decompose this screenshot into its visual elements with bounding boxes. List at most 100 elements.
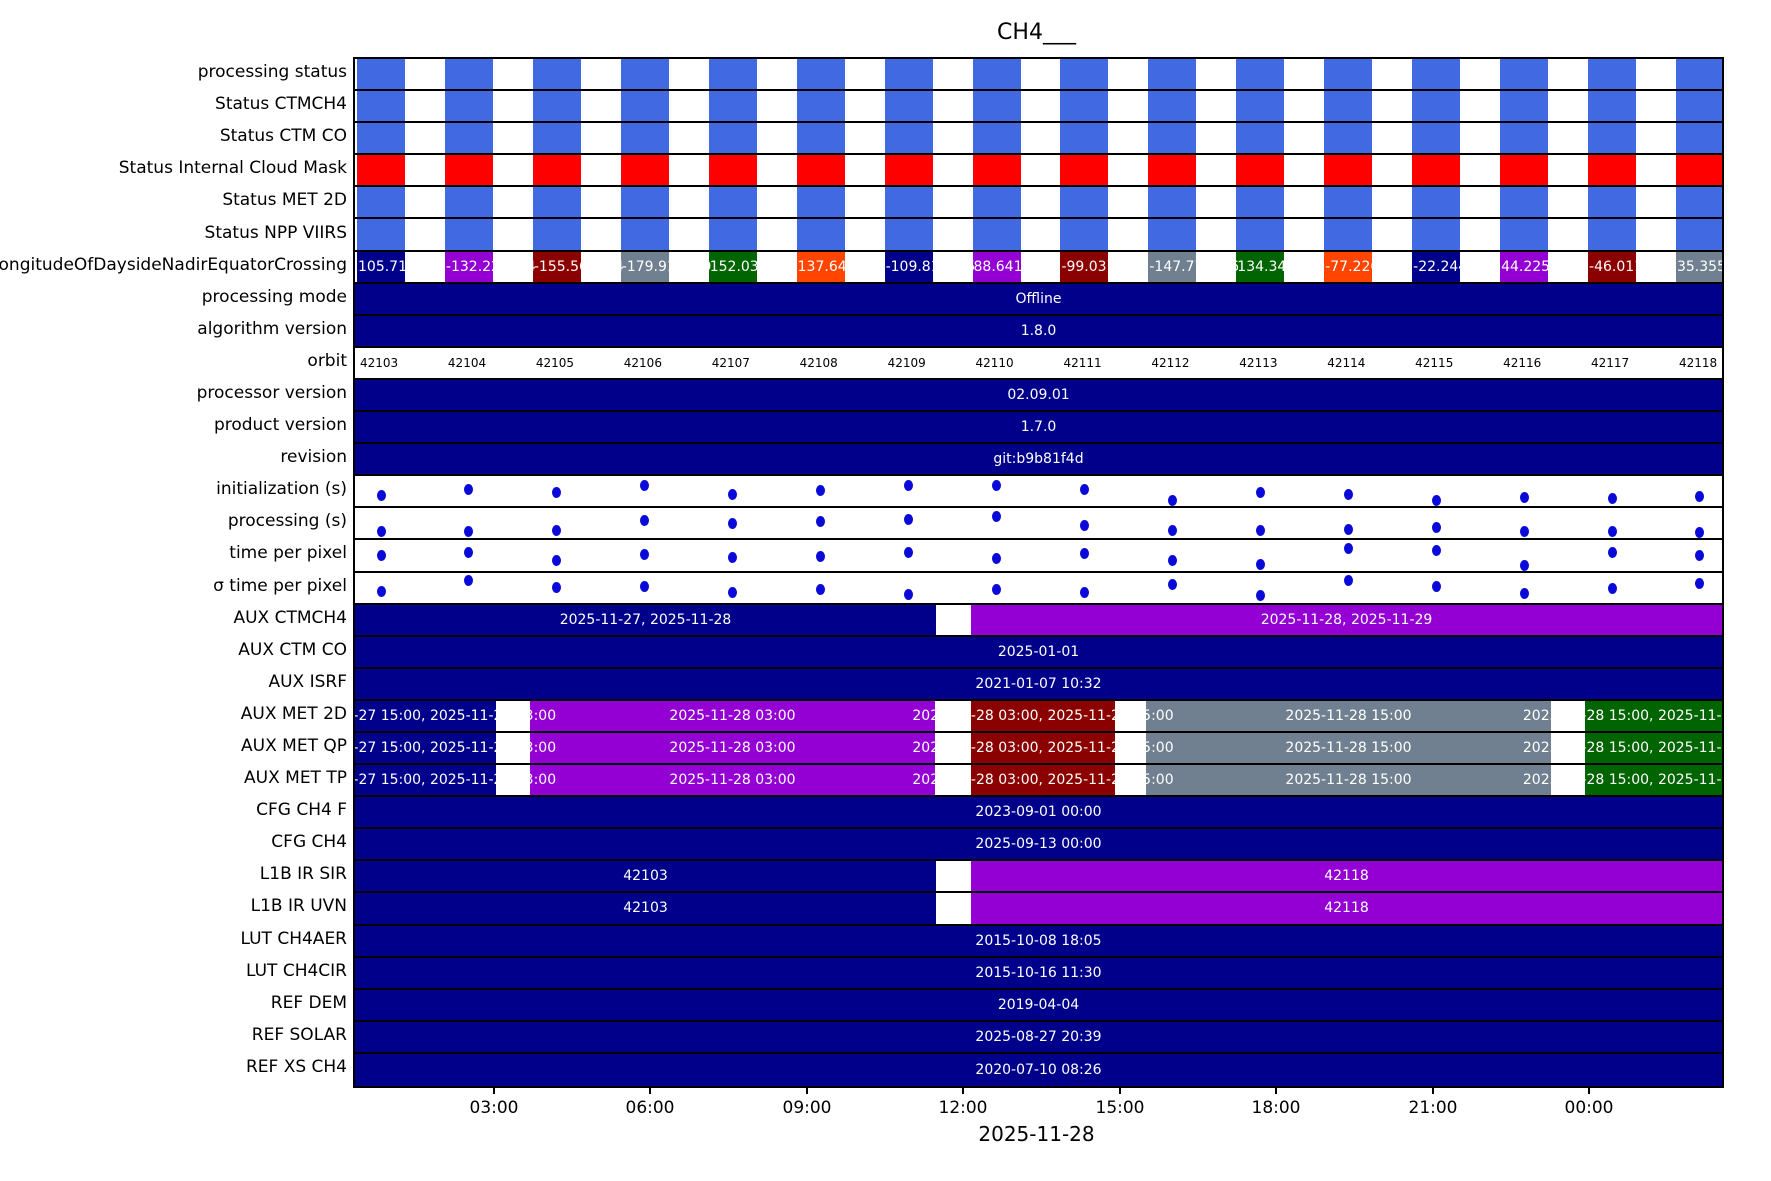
plot-row: 2020-07-10 08:26 — [355, 1053, 1722, 1086]
segment-bar — [971, 893, 1722, 924]
status-block — [1148, 123, 1197, 154]
status-block — [1060, 123, 1109, 154]
x-axis: 03:00 06:00 09:00 12:00 15:00 18:00 21:00 00:00 — [353, 1086, 1720, 1156]
row-label: L1B IR SIR — [259, 864, 347, 885]
status-block — [1675, 123, 1722, 154]
status-block — [708, 187, 757, 218]
orbit-label: 42103 — [360, 355, 399, 370]
status-block — [532, 155, 581, 186]
segment-bar — [971, 700, 1115, 731]
status-block — [357, 187, 405, 218]
scatter-dot — [1343, 489, 1353, 501]
scatter-dot — [464, 483, 474, 495]
longitude-block — [972, 251, 1021, 282]
status-block — [796, 59, 845, 90]
orbit-label: 42106 — [623, 355, 662, 370]
longitude-block — [708, 251, 757, 282]
scatter-dot — [1255, 487, 1265, 499]
status-block — [1148, 59, 1197, 90]
plot-row — [355, 155, 1722, 188]
plot-row: 42103 42118 — [355, 861, 1722, 894]
status-block — [972, 59, 1021, 90]
segment-label: 42118 — [1324, 900, 1369, 917]
plot-row — [355, 59, 1722, 92]
plot-row: 2025-11-27 15:00, 2025-11-28 03:00 2025-1… — [355, 765, 1722, 798]
x-tick — [1432, 1086, 1434, 1094]
plot-row — [355, 123, 1722, 156]
status-block — [1236, 59, 1285, 90]
status-block — [708, 59, 757, 90]
scatter-dot — [1167, 555, 1177, 567]
row-label: Status CTMCH4 — [215, 94, 347, 115]
scatter-dot — [816, 515, 826, 527]
status-block — [620, 59, 669, 90]
status-block — [1588, 59, 1637, 90]
plot-row: 02.09.01 — [355, 379, 1722, 413]
row-label: AUX CTMCH4 — [233, 607, 347, 628]
status-block — [884, 155, 933, 186]
status-block — [1675, 187, 1722, 218]
scatter-dot — [552, 554, 562, 566]
x-tick — [493, 1086, 495, 1094]
row-label: initialization (s) — [216, 479, 347, 500]
status-block — [1148, 187, 1197, 218]
row-label: LUT CH4CIR — [245, 960, 347, 981]
longitude-value: -109.811115 — [885, 258, 976, 275]
row-label: L1B IR UVN — [250, 896, 347, 917]
longitude-value: -77.226251 — [1325, 258, 1406, 275]
status-block — [708, 123, 757, 154]
status-block — [620, 123, 669, 154]
longitude-value: 35.355947 — [1676, 258, 1722, 275]
bar-label: 2019-04-04 — [997, 996, 1080, 1013]
scatter-dot — [1343, 574, 1353, 586]
scatter-dot — [464, 526, 474, 538]
status-block — [620, 187, 669, 218]
scatter-dot — [640, 479, 650, 491]
bar-label: git:b9b81f4d — [993, 451, 1084, 468]
status-block — [884, 219, 933, 250]
segment-bar — [1585, 765, 1722, 796]
scatter-dot — [904, 480, 914, 492]
status-block — [884, 187, 933, 218]
status-block — [708, 155, 757, 186]
plot-row: 1.7.0 — [355, 412, 1722, 445]
status-block — [532, 123, 581, 154]
longitude-block — [1588, 251, 1637, 282]
value-bar — [355, 829, 1722, 860]
scatter-dot — [640, 515, 650, 527]
scatter-dot — [816, 584, 826, 596]
segment-label: 2025-11-28 03:00, 2025-11-28 15:00 — [912, 740, 1174, 757]
status-block — [1060, 91, 1109, 122]
segment-label: 2025-11-28 03:00 — [669, 740, 796, 757]
status-block — [1588, 123, 1637, 154]
segment-label: 2025-11-28 03:00, 2025-11-28 15:00 — [912, 772, 1174, 789]
value-bar — [355, 283, 1722, 314]
status-block — [1060, 155, 1109, 186]
status-block — [620, 91, 669, 122]
scatter-dot — [1607, 546, 1617, 558]
segment-bar — [530, 765, 935, 796]
row-label: Status Internal Cloud Mask — [118, 158, 347, 179]
orbit-label: 42111 — [1063, 355, 1102, 370]
plot-row — [355, 219, 1722, 252]
scatter-dot — [552, 524, 562, 536]
scatter-dot — [1343, 524, 1353, 536]
segment-bar — [971, 861, 1722, 892]
value-bar — [355, 668, 1722, 699]
row-label: Status CTM CO — [219, 126, 347, 147]
longitude-value: -147.774766 — [1149, 258, 1240, 275]
status-block — [972, 91, 1021, 122]
x-tick — [806, 1086, 808, 1094]
status-block — [708, 219, 757, 250]
longitude-value: -46.011463 — [1589, 258, 1670, 275]
segment-bar — [971, 732, 1115, 764]
longitude-block — [532, 251, 581, 282]
x-tick-label: 00:00 — [1564, 1098, 1614, 1118]
bar-label: 1.7.0 — [1020, 419, 1057, 436]
status-block — [972, 155, 1021, 186]
row-label: CFG CH4 F — [256, 800, 347, 821]
status-block — [1500, 187, 1549, 218]
row-label: REF DEM — [270, 992, 347, 1013]
longitude-value: 105.712689 — [358, 258, 443, 275]
